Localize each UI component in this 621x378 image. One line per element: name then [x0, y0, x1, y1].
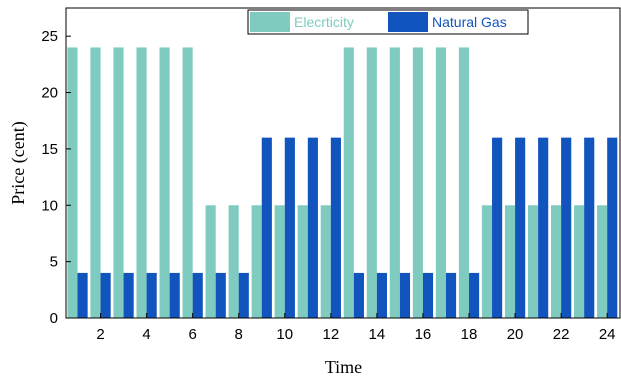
- bar-natural-gas-22: [561, 137, 572, 318]
- bar-electricity-7: [205, 205, 216, 318]
- bar-electricity-14: [366, 47, 377, 318]
- legend-swatch-natural-gas: [388, 12, 428, 32]
- x-tick-label: 6: [188, 326, 196, 343]
- bar-natural-gas-8: [238, 272, 249, 318]
- bars-layer: [67, 47, 618, 318]
- x-axis: 2 4 6 8 10 12 14 16 18 20 22 24: [96, 313, 616, 343]
- bar-electricity-24: [597, 205, 608, 318]
- bar-electricity-15: [389, 47, 400, 318]
- x-tick-label: 8: [235, 326, 243, 343]
- bar-electricity-21: [527, 205, 539, 318]
- bar-natural-gas-5: [169, 272, 180, 318]
- bar-natural-gas-15: [399, 272, 411, 318]
- x-tick-label: 20: [507, 326, 524, 343]
- legend-label-electricity: Elecrticity: [294, 14, 354, 30]
- x-tick-label: 2: [96, 326, 104, 343]
- y-tick-label: 0: [50, 310, 58, 327]
- bar-natural-gas-21: [538, 137, 549, 318]
- bar-electricity-1: [67, 47, 78, 318]
- y-tick-label: 10: [41, 197, 58, 214]
- y-axis: 0 5 10 15 20 25: [41, 28, 71, 327]
- y-tick-label: 15: [41, 141, 58, 158]
- bar-electricity-17: [435, 47, 446, 318]
- bar-electricity-22: [550, 205, 562, 318]
- bar-natural-gas-20: [515, 137, 526, 318]
- bar-electricity-20: [504, 205, 516, 318]
- bar-electricity-5: [159, 47, 170, 318]
- y-tick-label: 5: [50, 254, 58, 271]
- bar-electricity-9: [251, 205, 262, 318]
- bar-natural-gas-13: [353, 272, 364, 318]
- y-axis-title: Price (cent): [8, 121, 29, 204]
- bar-natural-gas-12: [330, 137, 341, 318]
- bar-electricity-2: [90, 47, 101, 318]
- bar-natural-gas-9: [261, 137, 272, 318]
- bar-natural-gas-3: [123, 272, 134, 318]
- bar-natural-gas-17: [445, 272, 457, 318]
- bar-electricity-11: [297, 205, 308, 318]
- bar-natural-gas-10: [284, 137, 295, 318]
- bar-electricity-8: [228, 205, 239, 318]
- bar-electricity-12: [320, 205, 331, 318]
- legend: Elecrticity Natural Gas: [247, 9, 529, 35]
- bar-electricity-3: [113, 47, 124, 318]
- x-tick-label: 12: [322, 326, 339, 343]
- bar-electricity-13: [343, 47, 354, 318]
- legend-swatch-electricity: [250, 12, 290, 32]
- x-tick-label: 24: [599, 326, 616, 343]
- bar-natural-gas-1: [77, 272, 88, 318]
- bar-electricity-6: [182, 47, 193, 318]
- bar-electricity-19: [481, 205, 493, 318]
- bar-natural-gas-2: [100, 272, 111, 318]
- bar-natural-gas-19: [492, 137, 503, 318]
- x-axis-title: Time: [325, 357, 362, 377]
- y-tick-label: 20: [41, 85, 58, 102]
- x-tick-label: 14: [369, 326, 386, 343]
- x-tick-label: 4: [142, 326, 150, 343]
- x-tick-label: 10: [276, 326, 293, 343]
- bar-electricity-4: [136, 47, 147, 318]
- x-tick-label: 22: [553, 326, 570, 343]
- x-tick-label: 18: [461, 326, 478, 343]
- bar-electricity-10: [274, 205, 285, 318]
- bar-electricity-23: [574, 205, 585, 318]
- bar-electricity-18: [458, 47, 470, 318]
- bar-natural-gas-4: [146, 272, 157, 318]
- bar-natural-gas-23: [584, 137, 595, 318]
- bar-electricity-16: [412, 47, 423, 318]
- bar-natural-gas-7: [215, 272, 226, 318]
- legend-label-natural-gas: Natural Gas: [432, 14, 507, 30]
- x-tick-label: 16: [415, 326, 432, 343]
- y-tick-label: 25: [41, 28, 58, 45]
- bar-natural-gas-6: [192, 272, 203, 318]
- bar-natural-gas-11: [307, 137, 318, 318]
- bar-natural-gas-16: [422, 272, 434, 318]
- bar-natural-gas-14: [376, 272, 388, 318]
- plot-frame: [65, 7, 621, 319]
- bar-natural-gas-24: [607, 137, 618, 318]
- bar-natural-gas-18: [469, 272, 480, 318]
